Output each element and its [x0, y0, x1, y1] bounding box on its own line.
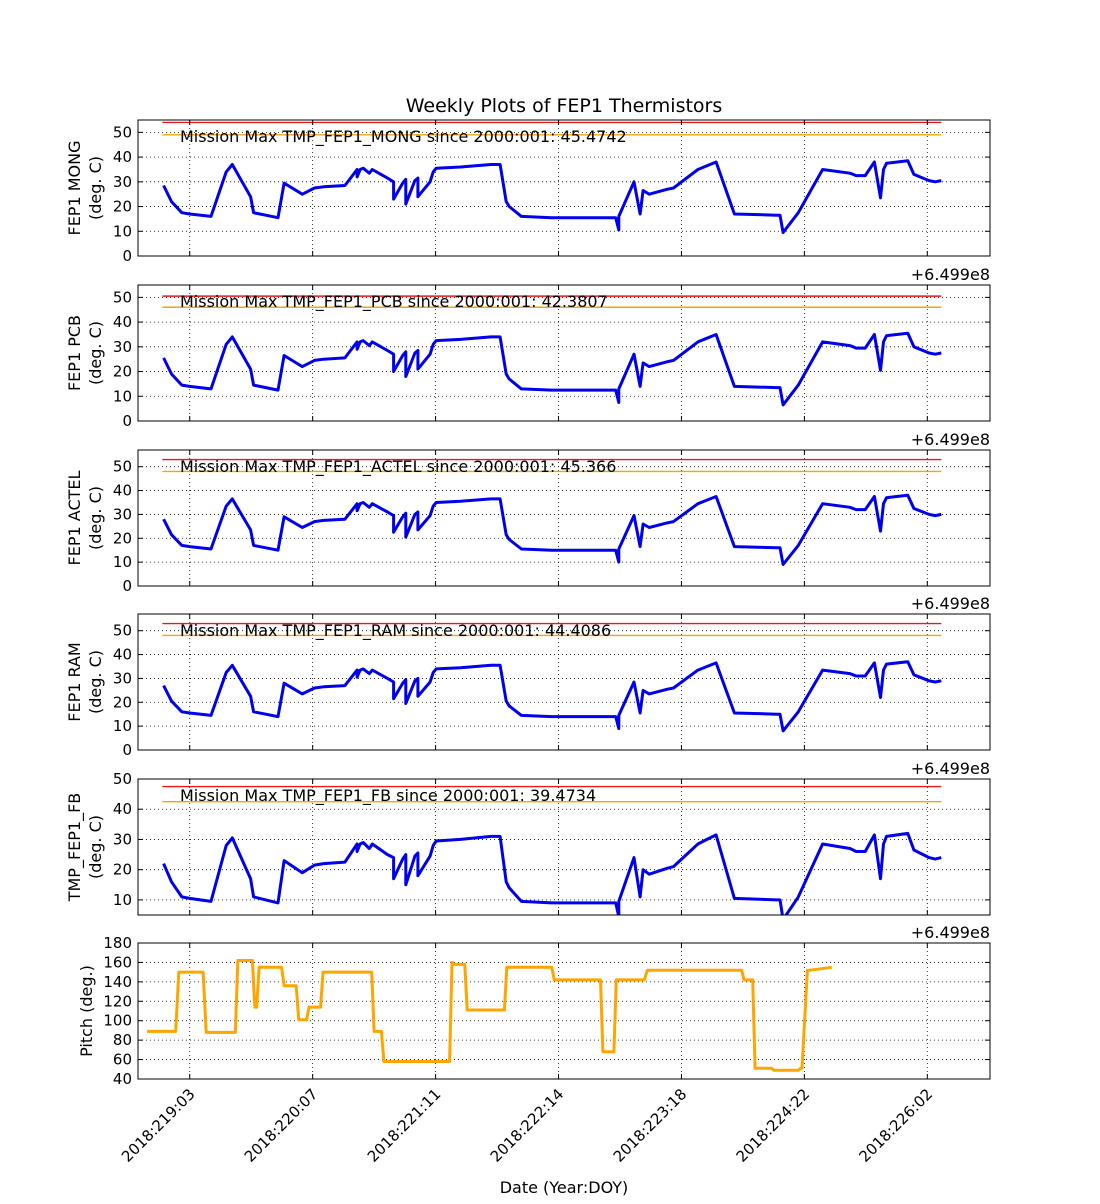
axes-frame: [137, 119, 991, 257]
axes-frame: [137, 942, 991, 1080]
temperature-series-line: [162, 493, 942, 566]
y-tick-label: 20: [113, 861, 132, 879]
y-axis-label: FEP1 ACTEL: [65, 470, 84, 565]
temperature-series-line: [162, 660, 942, 733]
axes-frame: [137, 284, 991, 422]
y-tick-label: 30: [113, 338, 132, 356]
y-tick-label: 40: [113, 1070, 132, 1088]
y-tick-label: 100: [103, 1012, 132, 1030]
y-axis-label: Pitch (deg.): [77, 965, 96, 1057]
axes-frame: [137, 449, 991, 587]
y-tick-label: 0: [122, 412, 132, 430]
y-tick-label: 50: [113, 622, 132, 640]
y-tick-label: 10: [113, 387, 132, 405]
y-tick-label: 50: [113, 458, 132, 476]
y-tick-label: 50: [113, 288, 132, 306]
y-tick-label: 30: [113, 669, 132, 687]
mission-max-annotation: Mission Max TMP_FEP1_FB since 2000:001: …: [180, 786, 596, 806]
x-tick-label: 2018:224:22: [733, 1085, 814, 1166]
y-tick-label: 140: [103, 973, 132, 991]
axes-frame: [137, 778, 991, 916]
y-tick-label: 40: [113, 482, 132, 500]
y-axis-label: TMP_FEP1_FB: [65, 793, 85, 903]
y-tick-label: 30: [113, 173, 132, 191]
x-axis-label: Date (Year:DOY): [500, 1178, 629, 1197]
offset-text: +6.499e8: [911, 265, 990, 284]
y-tick-label: 20: [113, 198, 132, 216]
mission-max-annotation: Mission Max TMP_FEP1_RAM since 2000:001:…: [180, 621, 611, 641]
y-tick-label: 180: [103, 934, 132, 952]
mission-max-annotation: Mission Max TMP_FEP1_PCB since 2000:001:…: [180, 292, 608, 312]
panel-3: 0 10 20 30 40 50 FEP1 ACTEL (deg. C) Mission Max…: [65, 430, 991, 595]
y-tick-label: 120: [103, 992, 132, 1010]
x-tick-label: 2018:220:07: [241, 1085, 322, 1166]
y-tick-label: 10: [113, 553, 132, 571]
y-tick-label: 40: [113, 646, 132, 664]
y-tick-label: 30: [113, 830, 132, 848]
panel-2: 0 10 20 30 40 50 FEP1 PCB (deg. C) Mission Max T…: [65, 265, 991, 430]
y-tick-label: 0: [122, 247, 132, 265]
y-axis-label: FEP1 RAM: [65, 642, 84, 721]
offset-text: +6.499e8: [911, 923, 990, 942]
offset-text: +6.499e8: [911, 594, 990, 613]
y-tick-label: 0: [122, 741, 132, 759]
y-axis-label: (deg. C): [86, 486, 105, 550]
y-axis-label: FEP1 PCB: [65, 315, 84, 391]
y-tick-label: 50: [113, 123, 132, 141]
x-tick-label: 2018:221:11: [364, 1085, 445, 1166]
offset-text: +6.499e8: [911, 430, 990, 449]
y-axis-label: (deg. C): [86, 321, 105, 385]
y-tick-label: 40: [113, 313, 132, 331]
mission-max-annotation: Mission Max TMP_FEP1_ACTEL since 2000:00…: [180, 457, 616, 477]
axes-frame: [137, 613, 991, 751]
temperature-series-line: [162, 331, 942, 407]
x-tick-label: 2018:226:02: [856, 1085, 937, 1166]
y-tick-label: 60: [113, 1051, 132, 1069]
y-tick-label: 80: [113, 1031, 132, 1049]
y-tick-label: 10: [113, 222, 132, 240]
y-axis-label: FEP1 MONG: [65, 141, 84, 236]
y-tick-label: 20: [113, 529, 132, 547]
x-tick-label: 2018:219:03: [118, 1085, 199, 1166]
y-axis-label: (deg. C): [86, 650, 105, 714]
y-tick-label: 10: [113, 717, 132, 735]
offset-text: +6.499e8: [911, 759, 990, 778]
y-tick-label: 160: [103, 953, 132, 971]
panel-4: 0 10 20 30 40 50 FEP1 RAM (deg. C) Mission Max T…: [65, 594, 991, 759]
y-tick-label: 30: [113, 505, 132, 523]
y-axis-label: (deg. C): [86, 815, 105, 879]
x-tick-label: 2018:223:18: [610, 1085, 691, 1166]
y-tick-label: 50: [113, 770, 132, 788]
y-tick-label: 20: [113, 363, 132, 381]
y-tick-label: 20: [113, 693, 132, 711]
y-tick-label: 10: [113, 891, 132, 909]
y-tick-label: 40: [113, 800, 132, 818]
x-tick-label: 2018:222:14: [487, 1085, 568, 1166]
y-tick-label: 0: [122, 577, 132, 595]
temperature-series-line: [162, 831, 942, 915]
y-tick-label: 40: [113, 148, 132, 166]
mission-max-annotation: Mission Max TMP_FEP1_MONG since 2000:001…: [180, 127, 627, 147]
pitch-series-line: [147, 959, 832, 1072]
chart-title: Weekly Plots of FEP1 Thermistors: [406, 95, 723, 117]
panel-1: 0 10 20 30 40 50 FEP1 MONG (deg. C) Mission Max …: [65, 119, 991, 265]
temperature-series-line: [162, 159, 942, 234]
y-axis-label: (deg. C): [86, 156, 105, 220]
panel-5: 10 20 30 40 50 TMP_FEP1_FB (deg. C) Mission Max…: [65, 759, 991, 916]
